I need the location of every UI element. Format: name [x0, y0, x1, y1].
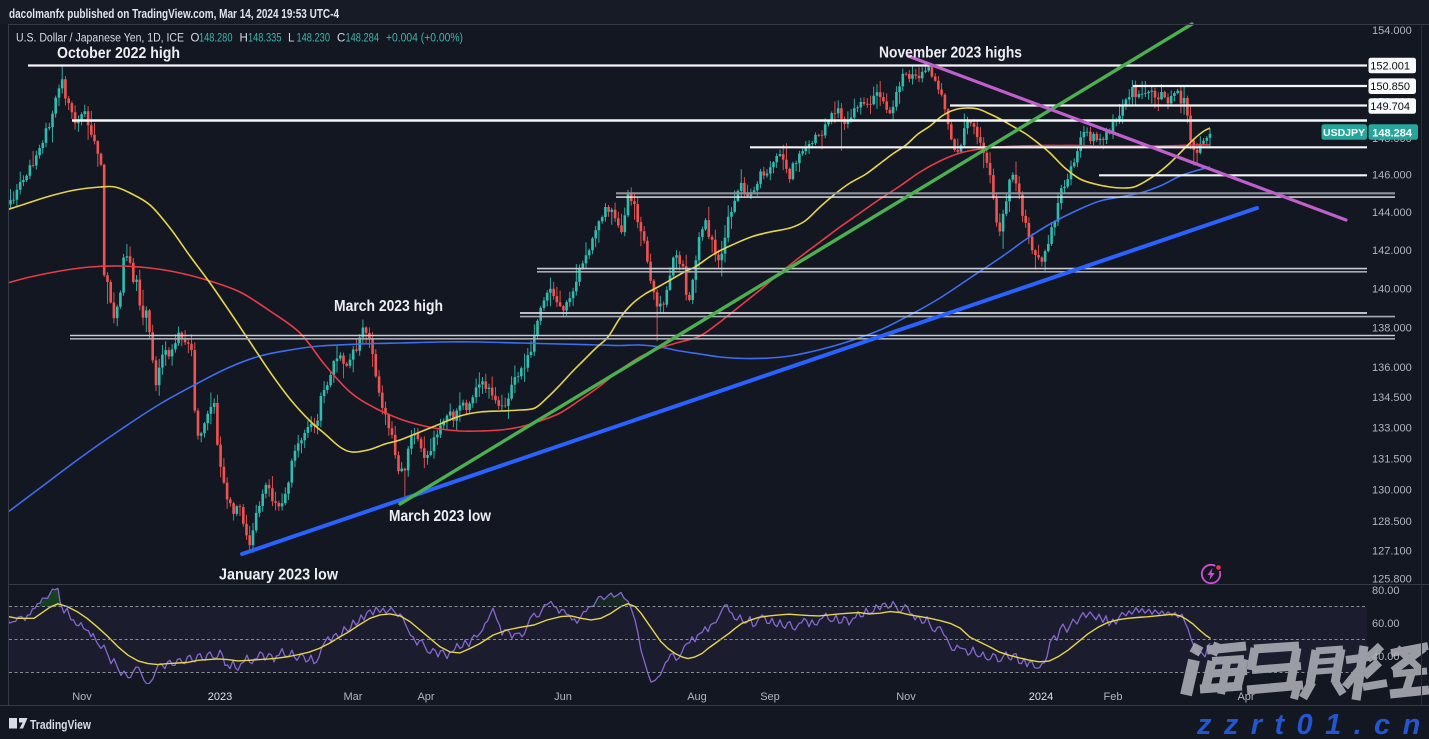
svg-text:dacolmanfx published on Tradin: dacolmanfx published on TradingView.com,… — [9, 7, 339, 21]
svg-text:140.000: 140.000 — [1372, 283, 1412, 295]
svg-text:131.500: 131.500 — [1372, 453, 1412, 465]
svg-text:133.000: 133.000 — [1372, 423, 1412, 435]
svg-text:136.000: 136.000 — [1372, 362, 1412, 374]
svg-text:40.00: 40.00 — [1372, 651, 1400, 663]
svg-text:November 2023 highs: November 2023 highs — [879, 45, 1022, 62]
svg-text:U.S. Dollar / Japanese Yen, 1D: U.S. Dollar / Japanese Yen, 1D, ICE — [16, 33, 184, 45]
svg-text:148.284: 148.284 — [346, 33, 380, 45]
svg-text:80.00: 80.00 — [1372, 585, 1400, 597]
svg-text:Nov: Nov — [72, 691, 92, 703]
svg-text:H: H — [240, 33, 248, 45]
svg-text:Nov: Nov — [896, 691, 916, 703]
svg-text:TradingView: TradingView — [30, 717, 92, 732]
svg-text:Apr: Apr — [1237, 691, 1254, 703]
svg-text:148.284: 148.284 — [1372, 127, 1413, 139]
svg-text:128.500: 128.500 — [1372, 516, 1412, 528]
svg-text:Jun: Jun — [554, 691, 572, 703]
svg-text:144.000: 144.000 — [1372, 207, 1412, 219]
svg-text:138.000: 138.000 — [1372, 322, 1412, 334]
svg-text:January 2023 low: January 2023 low — [219, 567, 338, 584]
svg-text:125.800: 125.800 — [1372, 573, 1412, 585]
svg-text:60.00: 60.00 — [1372, 618, 1400, 630]
svg-text:March 2023 high: March 2023 high — [334, 298, 443, 315]
svg-text:148.230: 148.230 — [297, 33, 331, 45]
svg-text:March 2023 low: March 2023 low — [389, 508, 491, 525]
svg-text:2024: 2024 — [1029, 691, 1053, 703]
svg-text:134.500: 134.500 — [1372, 392, 1412, 404]
svg-text:2023: 2023 — [208, 691, 232, 703]
svg-text:C: C — [337, 33, 345, 45]
svg-text:152.001: 152.001 — [1370, 61, 1410, 73]
svg-text:154.000: 154.000 — [1372, 25, 1412, 37]
svg-text:146.000: 146.000 — [1372, 170, 1412, 182]
svg-text:Apr: Apr — [417, 691, 434, 703]
svg-text:O: O — [191, 33, 200, 45]
svg-text:USDJPY: USDJPY — [1323, 127, 1365, 139]
svg-text:L: L — [288, 33, 295, 45]
svg-text:130.000: 130.000 — [1372, 484, 1412, 496]
svg-text:October 2022 high: October 2022 high — [57, 45, 180, 62]
svg-text:Aug: Aug — [687, 691, 707, 703]
svg-text:Mar: Mar — [344, 691, 363, 703]
svg-text:148.280: 148.280 — [199, 33, 233, 45]
svg-text:149.704: 149.704 — [1370, 101, 1410, 113]
svg-text:Sep: Sep — [760, 691, 780, 703]
svg-text:150.850: 150.850 — [1370, 81, 1410, 93]
svg-text:+0.004 (+0.00%): +0.004 (+0.00%) — [386, 33, 463, 45]
svg-text:127.100: 127.100 — [1372, 546, 1412, 558]
svg-text:Feb: Feb — [1104, 691, 1123, 703]
svg-text:142.000: 142.000 — [1372, 245, 1412, 257]
svg-text:zzrt01.cn: zzrt01.cn — [1196, 709, 1429, 739]
svg-text:148.335: 148.335 — [248, 33, 282, 45]
